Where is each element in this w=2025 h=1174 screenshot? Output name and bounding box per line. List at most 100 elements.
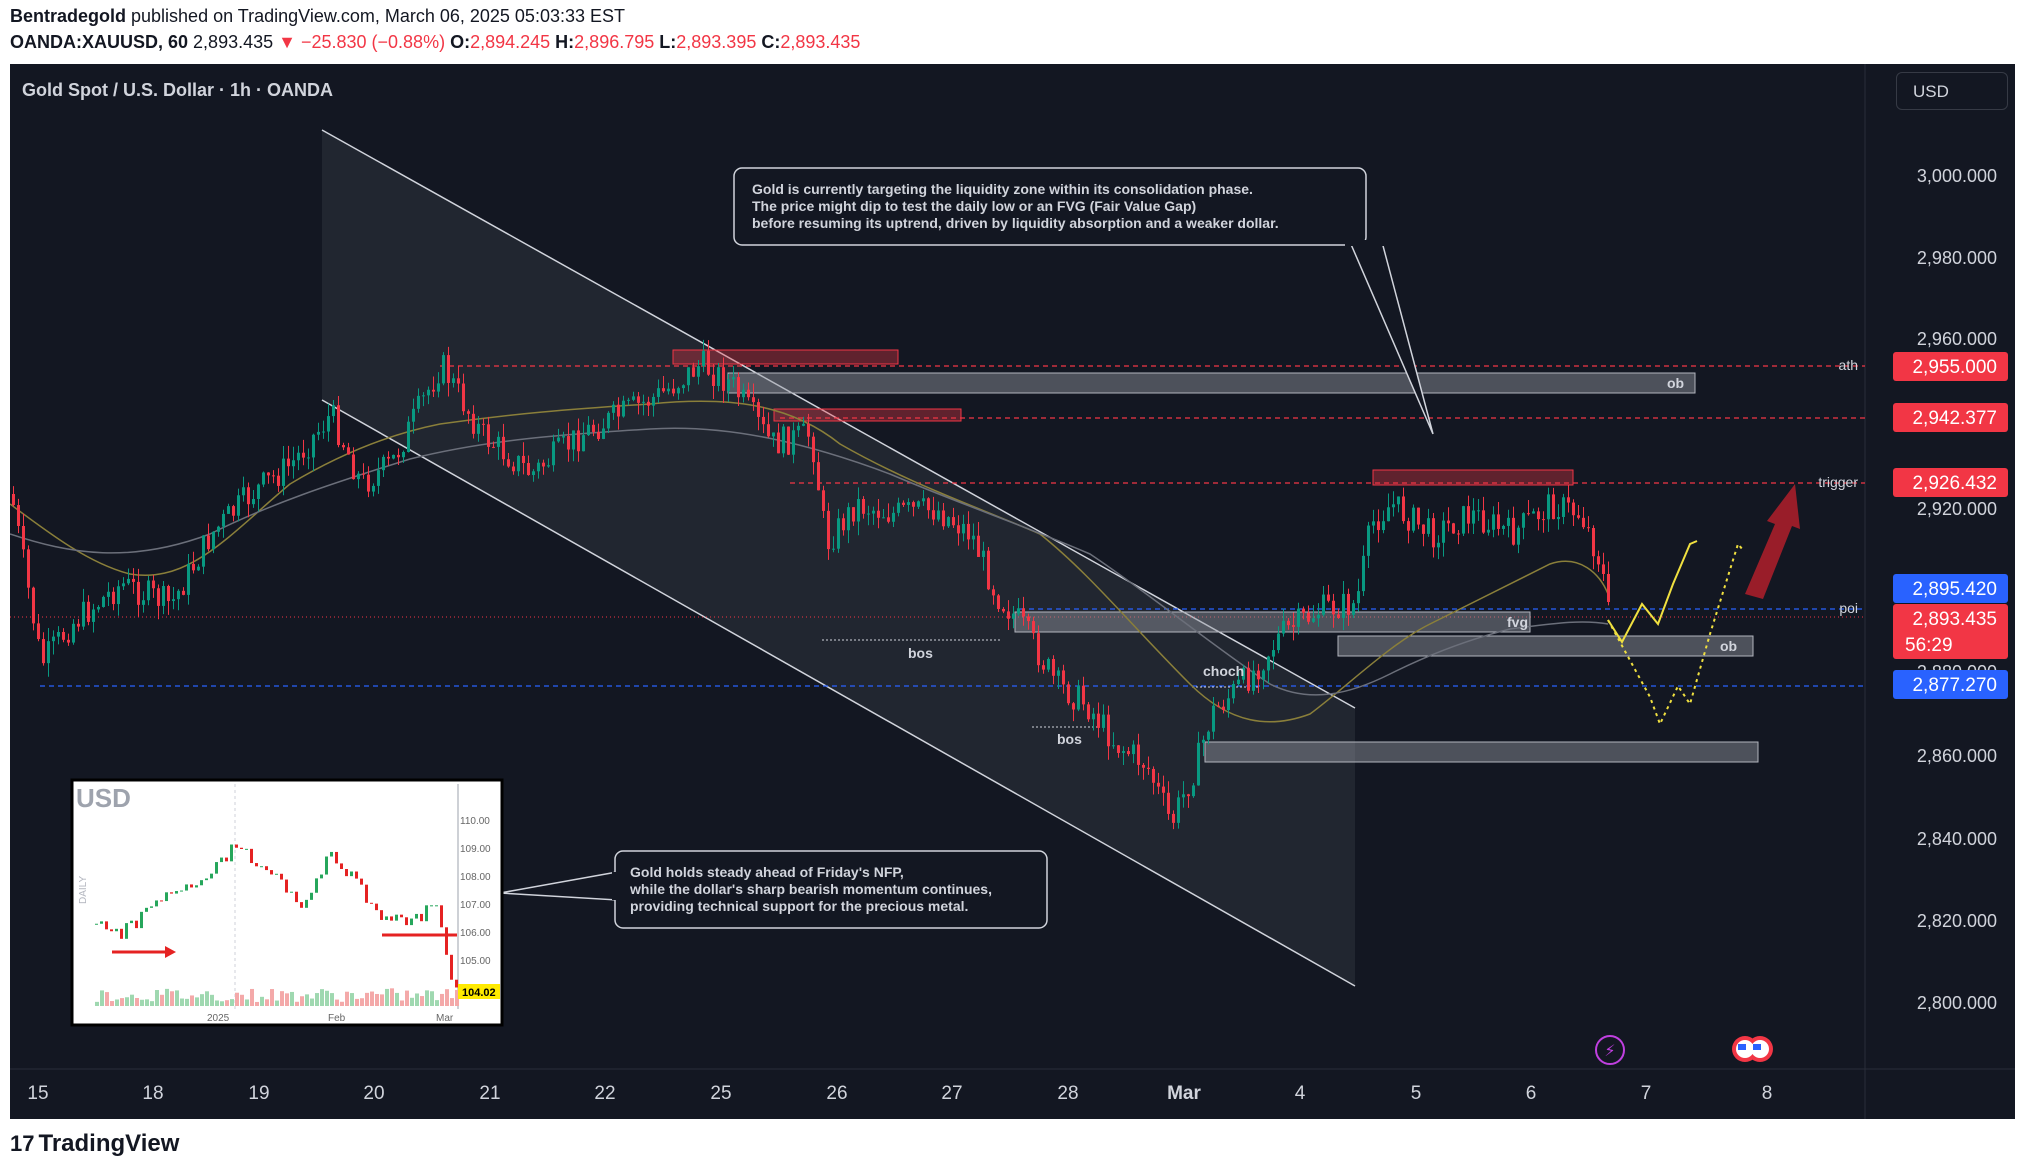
candle-body (622, 400, 625, 417)
svg-text:18: 18 (142, 1083, 163, 1104)
inset-volume-bar (385, 988, 389, 1006)
svg-text:7: 7 (1641, 1083, 1652, 1104)
candle-body (182, 590, 185, 595)
inset-volume-bar (430, 991, 434, 1006)
price-axis[interactable]: 3,000.000 2,980.000 2,960.000 2,920.000 … (1893, 166, 2008, 1013)
candle-body (372, 485, 375, 492)
trigger-zone[interactable] (1372, 469, 1574, 486)
ohlc-bar: OANDA:XAUUSD, 60 2,893.435 ▼ −25.830 (−0… (10, 32, 861, 52)
inset-candle (240, 847, 243, 849)
candle-body (947, 517, 950, 527)
ob-zone-top[interactable] (727, 372, 1696, 394)
candle-body (267, 472, 270, 476)
candlestick-series[interactable] (12, 339, 1610, 830)
candle-body (1272, 650, 1275, 657)
inset-candle (245, 848, 248, 850)
inset-volume-bar (325, 990, 329, 1006)
inset-candle (165, 892, 168, 902)
callout-bottom-line-1: Gold holds steady ahead of Friday's NFP, (630, 864, 904, 880)
ob-zone-right[interactable] (1337, 635, 1754, 657)
channel-lower-line[interactable] (321, 399, 1356, 987)
inset-volume-bar (370, 991, 374, 1006)
ob-label-top: ob (1667, 375, 1684, 391)
callout-top[interactable] (733, 167, 1367, 246)
candle-body (607, 412, 610, 429)
candle-body (1232, 684, 1235, 699)
svg-text:8: 8 (1762, 1083, 1773, 1104)
last-price: 2,893.435 (193, 32, 274, 52)
price-tag-2877 (1893, 670, 2008, 699)
projection-path-bullish[interactable] (1607, 540, 1698, 644)
candle-body (437, 383, 440, 392)
symbol-label[interactable]: OANDA:XAUUSD, 60 (10, 32, 189, 52)
demand-zone[interactable] (1204, 741, 1759, 763)
inset-volume-bar (310, 998, 314, 1006)
inset-candle (455, 979, 458, 988)
inset-volume-bar (95, 1001, 99, 1006)
candle-body (887, 517, 890, 522)
fvg-zone[interactable] (1014, 611, 1531, 633)
inset-last-value: 104.02 (462, 987, 496, 999)
svg-text:2,895.420: 2,895.420 (1912, 579, 1997, 600)
inset-candle (205, 878, 208, 881)
svg-text:2,893.435: 2,893.435 (1912, 609, 1997, 630)
candle-body (577, 430, 580, 452)
chart-pane[interactable]: ob ob fvg bos bos choch ath trigger poi … (9, 64, 2015, 1119)
candle-body (1182, 794, 1185, 798)
candle-body (122, 583, 125, 587)
candle-body (1062, 670, 1065, 685)
bullish-target-arrow[interactable] (1745, 484, 1800, 599)
candle-body (1072, 703, 1075, 710)
candle-body (1557, 516, 1560, 520)
chart-canvas[interactable]: ob ob fvg bos bos choch ath trigger poi … (9, 64, 2015, 1119)
candle-body (77, 623, 80, 627)
candle-body (287, 458, 290, 467)
inset-candle (135, 920, 138, 929)
tradingview-logo[interactable]: 17 TradingView (10, 1130, 180, 1157)
candle-body (1487, 529, 1490, 533)
candle-body (597, 431, 600, 439)
inset-volume-bar (240, 994, 244, 1006)
chart-legend-title[interactable]: Gold Spot / U.S. Dollar · 1h · OANDA (22, 80, 334, 100)
inset-volume-bar (380, 994, 384, 1006)
candle-body (547, 465, 550, 467)
candle-body (472, 413, 475, 434)
candle-body (1112, 745, 1115, 747)
svg-text:25: 25 (710, 1083, 731, 1104)
candle-body (1442, 520, 1445, 543)
supply-zone-1[interactable] (672, 349, 899, 365)
candle-body (1257, 670, 1260, 680)
candle-body (907, 502, 910, 505)
descending-channel[interactable] (322, 130, 1355, 986)
inset-candle (100, 921, 103, 924)
moving-average-fast (9, 400, 1609, 723)
candle-body (1092, 713, 1095, 720)
candle-body (1137, 744, 1140, 765)
inset-candle (355, 871, 358, 879)
candle-body (527, 463, 530, 476)
candle-body (1392, 504, 1395, 508)
candle-body (572, 430, 575, 450)
time-axis[interactable]: 15 18 19 20 21 22 25 26 27 28 Mar 4 5 6 … (27, 1083, 1772, 1104)
candle-body (777, 432, 780, 454)
candle-body (872, 510, 875, 514)
currency-button[interactable]: USD (1896, 72, 2008, 110)
candle-body (1307, 612, 1310, 622)
usd-inset-image[interactable]: USD DAILY 110.00 109.00 108.00 107.00 10… (70, 778, 504, 1027)
inset-volume-bar (195, 997, 199, 1006)
inset-volume-bar (270, 989, 274, 1006)
author-name[interactable]: Bentradegold (10, 6, 127, 26)
inset-candle (425, 905, 428, 922)
candle-body (1122, 751, 1125, 753)
projection-path-alternate[interactable] (1607, 541, 1744, 727)
candle-body (1142, 764, 1145, 768)
inset-volume-bar (435, 1000, 439, 1006)
candle-body (1497, 514, 1500, 529)
candle-body (617, 404, 620, 417)
candle-body (142, 600, 145, 605)
inset-volume-bar (230, 999, 234, 1006)
candle-body (92, 609, 95, 622)
candle-body (1102, 714, 1105, 728)
supply-zone-2[interactable] (773, 408, 962, 422)
lightning-icon[interactable] (1595, 1035, 1625, 1065)
